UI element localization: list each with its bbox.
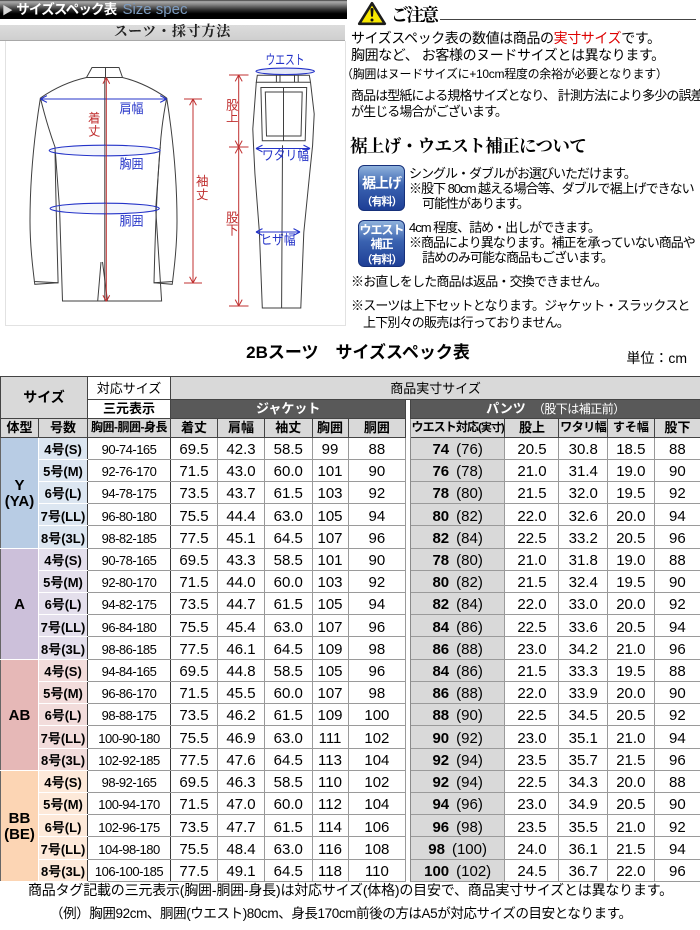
svg-text:股: 股 [226,211,239,225]
svg-text:胴囲: 胴囲 [120,214,144,229]
svg-text:袖: 袖 [196,175,209,189]
svg-text:ウエスト: ウエスト [266,53,305,68]
svg-text:胸囲: 胸囲 [120,157,144,172]
svg-text:股: 股 [226,99,239,113]
svg-text:ヒザ幅: ヒザ幅 [261,233,296,248]
svg-text:丈: 丈 [88,125,101,139]
svg-text:丈: 丈 [196,188,209,202]
svg-text:上: 上 [226,111,239,125]
svg-text:ワタリ幅: ワタリ幅 [262,148,309,163]
svg-text:着: 着 [88,111,101,126]
svg-text:下: 下 [226,224,239,238]
svg-text:肩幅: 肩幅 [120,101,144,116]
